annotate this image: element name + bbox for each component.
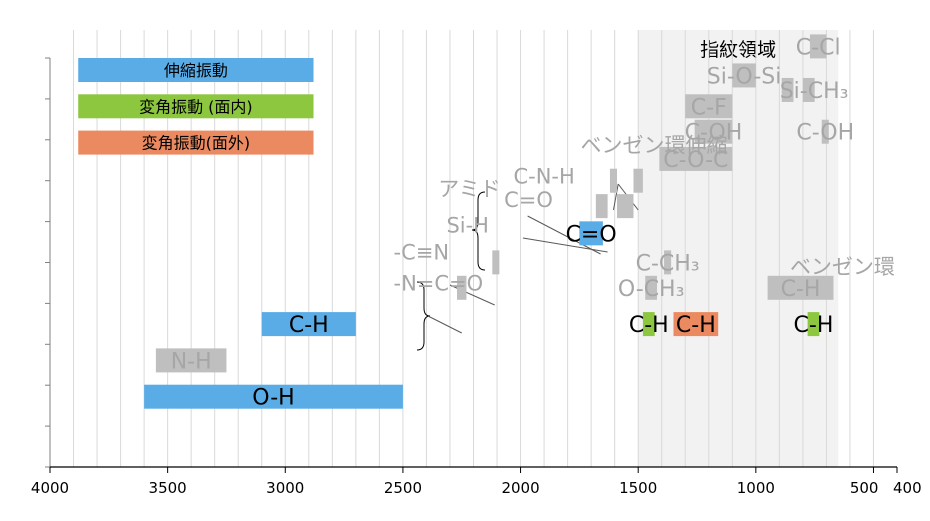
connector-line xyxy=(612,183,619,211)
annotation-label: -N=C=O xyxy=(394,271,484,295)
annotation-label: -C≡N xyxy=(394,241,450,265)
band-label: C-F xyxy=(691,95,727,120)
connector-line xyxy=(427,315,462,334)
band-label: C-OH xyxy=(685,121,743,146)
axis-layer: 4000 3500 3000 2500 2000 1500 1000 500 400 xyxy=(31,57,922,497)
band-bar xyxy=(809,34,827,59)
annotation-label: ベンゼン環 xyxy=(790,255,895,279)
legend-label: 変角振動 (面内) xyxy=(139,97,253,116)
bars-layer xyxy=(78,34,834,409)
band-bar xyxy=(642,312,655,337)
region-layer: 指紋領域 xyxy=(638,30,839,467)
connector-line xyxy=(527,215,601,255)
band-label: O-H xyxy=(252,386,294,411)
band-bar xyxy=(664,250,672,275)
band-label: C-OH xyxy=(796,121,854,146)
band-bar xyxy=(155,348,227,373)
annotation-label: C=O xyxy=(504,188,553,212)
band-bar xyxy=(633,168,643,193)
legend-swatch xyxy=(78,58,314,82)
band-label: C-H xyxy=(289,313,329,338)
band-label: C=O xyxy=(566,222,617,247)
legend-swatch xyxy=(78,94,314,119)
x-tick-label: 1000 xyxy=(737,479,775,497)
band-bar xyxy=(579,221,603,246)
x-tick-label: 400 xyxy=(893,479,922,497)
x-tick-label: 3500 xyxy=(149,479,187,497)
amide-brace xyxy=(471,191,486,271)
fingerprint-region-label: 指紋領域 xyxy=(700,39,776,61)
band-bar xyxy=(807,312,820,337)
band-label: O-CH₃ xyxy=(618,277,685,302)
x-tick-label: 4000 xyxy=(31,479,69,497)
band-label: C-Cl xyxy=(796,35,841,60)
annotation-label: C-N-H xyxy=(513,164,574,188)
band-bar xyxy=(732,63,756,88)
band-label: C-CH₃ xyxy=(636,251,700,276)
x-tick-label: 1500 xyxy=(619,479,657,497)
nitrile-brace xyxy=(416,281,431,351)
band-bar xyxy=(645,275,658,300)
band-label: C-H xyxy=(629,313,669,338)
band-bar xyxy=(144,384,403,409)
band-label: C-H xyxy=(794,313,834,338)
band-bar xyxy=(767,275,834,300)
annotation-label: アミド xyxy=(438,177,501,201)
connector-line xyxy=(522,237,608,253)
annotation-label: ベンゼン環伸縮 xyxy=(581,133,728,157)
band-bar xyxy=(492,250,500,275)
band-bar xyxy=(673,312,719,337)
band-label: Si-CH₃ xyxy=(780,79,849,104)
band-bar xyxy=(821,119,829,144)
band-bar xyxy=(609,168,618,193)
band-bar xyxy=(261,312,356,337)
x-tick-label: 500 xyxy=(850,479,879,497)
band-label: N-H xyxy=(171,349,212,374)
band-label: Si-O-Si xyxy=(707,64,782,89)
band-bar xyxy=(802,77,815,102)
band-label: C-H xyxy=(676,313,716,338)
legend-label: 伸縮振動 xyxy=(164,61,228,80)
band-bar xyxy=(617,194,634,219)
band-bar xyxy=(595,194,608,219)
band-bar xyxy=(457,275,467,300)
x-tick-label: 2500 xyxy=(384,479,422,497)
band-label: C-H xyxy=(781,277,821,302)
band-bar xyxy=(781,77,794,102)
legend-label: 変角振動(面外) xyxy=(142,134,251,153)
fingerprint-region xyxy=(638,30,839,467)
x-tick-label: 3000 xyxy=(266,479,304,497)
band-bar xyxy=(659,146,733,171)
annotation-label: Si-H xyxy=(446,213,489,237)
legend-swatch xyxy=(78,130,314,155)
band-bar xyxy=(694,119,733,144)
band-bar xyxy=(685,94,733,119)
band-label: C-O-C xyxy=(663,148,728,173)
x-tick-label: 2000 xyxy=(501,479,539,497)
